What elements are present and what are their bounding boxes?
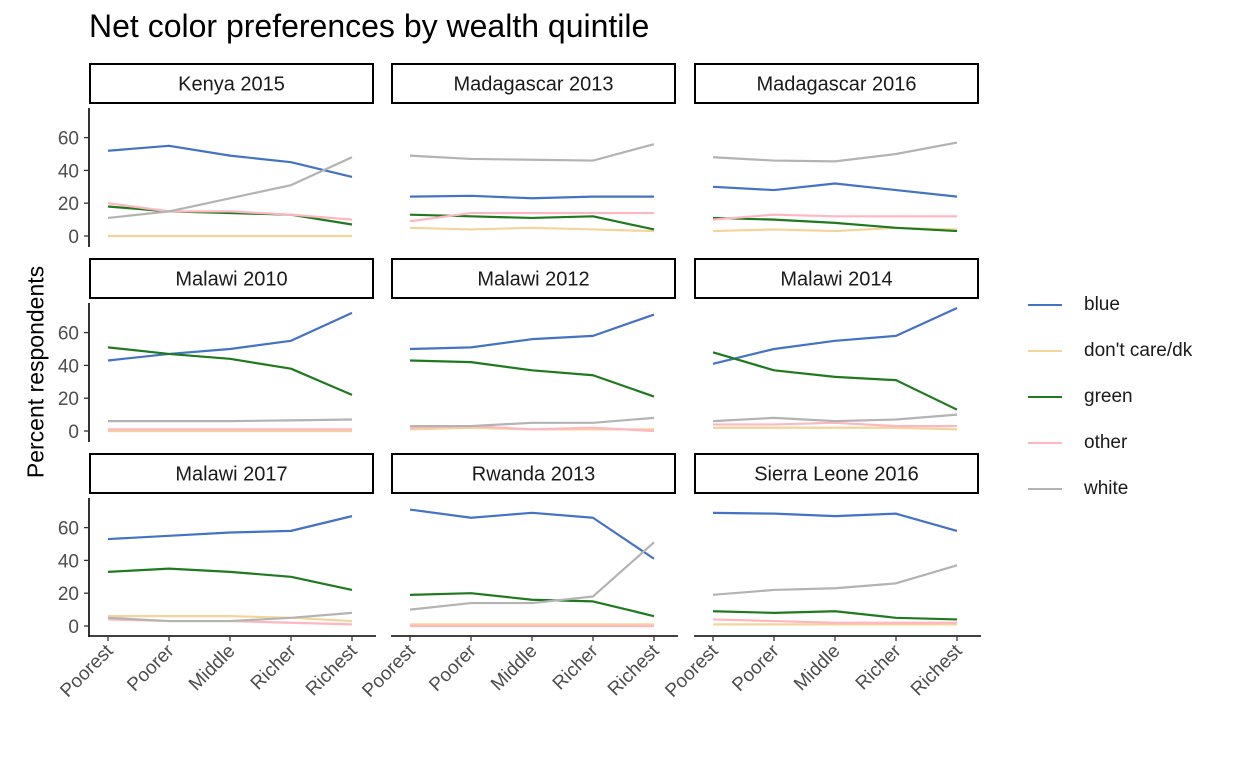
- facet-strip: [694, 453, 979, 494]
- series-line: [410, 416, 655, 428]
- series-line: [712, 141, 958, 163]
- series-line: [107, 567, 353, 591]
- series-line: [712, 182, 958, 198]
- y-tick-label: 20: [58, 584, 79, 605]
- facet-strip: [694, 258, 979, 299]
- x-tick-label: Richest: [302, 640, 362, 700]
- series-line: [712, 351, 958, 411]
- series-line: [108, 418, 353, 423]
- legend-key: [1028, 396, 1062, 398]
- series-line: [107, 515, 353, 541]
- facet-strip-label: Rwanda 2013: [472, 464, 595, 486]
- facet-strip-label: Kenya 2015: [178, 74, 285, 96]
- series-line: [107, 202, 353, 221]
- series-line: [712, 216, 958, 233]
- facet-strip: [694, 63, 979, 104]
- legend-key: [1028, 350, 1062, 352]
- series-line: [108, 615, 353, 623]
- legend-item: green: [1028, 374, 1192, 420]
- x-tick-label: Poorer: [123, 640, 179, 696]
- series-line: [409, 211, 654, 223]
- series-line: [713, 421, 957, 428]
- y-tick-label: 60: [58, 324, 79, 345]
- facet-strip-label: Madagascar 2016: [756, 74, 916, 96]
- facet-strip: [89, 63, 374, 104]
- y-tick-label: 40: [58, 551, 79, 572]
- chart-title: Net color preferences by wealth quintile: [89, 8, 650, 44]
- series-line: [712, 306, 958, 365]
- x-tick-label: Richer: [852, 640, 906, 694]
- legend-item: don't care/dk: [1028, 328, 1192, 374]
- x-tick-label: Poorest: [56, 640, 118, 702]
- y-tick-label: 60: [58, 129, 79, 150]
- y-tick-label: 20: [58, 194, 79, 215]
- series-line: [107, 311, 353, 362]
- series-line: [713, 426, 958, 431]
- facet-strip: [89, 258, 374, 299]
- facet-strip-label: Sierra Leone 2016: [754, 464, 919, 486]
- y-tick-label: 0: [68, 617, 79, 638]
- legend-item: other: [1028, 420, 1192, 466]
- facet-strip: [391, 258, 676, 299]
- legend: blue don't care/dk green other white: [1028, 282, 1192, 512]
- series-line: [107, 346, 353, 396]
- facet-strip-label: Malawi 2017: [175, 464, 287, 486]
- x-tick-label: Middle: [790, 641, 844, 695]
- facet-strip-label: Malawi 2012: [477, 269, 589, 291]
- y-tick-label: 60: [58, 519, 79, 540]
- series-line: [712, 413, 958, 423]
- series-line: [409, 541, 655, 611]
- series-line: [409, 143, 655, 162]
- x-tick-label: Poorest: [358, 640, 420, 702]
- x-tick-label: Richer: [549, 640, 603, 694]
- legend-key: [1028, 304, 1062, 306]
- legend-label: blue: [1084, 294, 1120, 315]
- facet-strip: [391, 453, 676, 494]
- series-line: [712, 564, 958, 596]
- legend-label: don't care/dk: [1084, 340, 1193, 361]
- y-tick-label: 0: [68, 227, 79, 248]
- legend-item: blue: [1028, 282, 1192, 328]
- x-tick-label: Richer: [247, 640, 301, 694]
- y-tick-label: 20: [58, 389, 79, 410]
- series-line: [409, 226, 655, 233]
- y-tick-label: 40: [58, 161, 79, 182]
- legend-label: other: [1084, 432, 1128, 453]
- series-line: [107, 611, 353, 623]
- series-line: [712, 213, 957, 221]
- y-tick-label: 40: [58, 356, 79, 377]
- facet-strip-label: Malawi 2010: [175, 269, 287, 291]
- series-line: [107, 156, 353, 220]
- series-line: [712, 618, 957, 624]
- series-line: [409, 313, 655, 351]
- series-line: [712, 610, 958, 621]
- x-tick-label: Richest: [604, 640, 664, 700]
- legend-label: green: [1084, 386, 1133, 407]
- legend-item: white: [1028, 466, 1192, 512]
- series-line: [107, 144, 353, 179]
- y-tick-label: 0: [68, 422, 79, 443]
- x-tick-label: Middle: [487, 641, 541, 695]
- series-line: [409, 359, 655, 398]
- legend-key: [1028, 442, 1062, 444]
- facet-strip: [89, 453, 374, 494]
- legend-label: white: [1084, 478, 1129, 499]
- x-tick-label: Middle: [185, 641, 239, 695]
- x-tick-label: Richest: [907, 640, 967, 700]
- facet-strip: [391, 63, 676, 104]
- series-line: [409, 194, 654, 200]
- facet-strip-label: Madagascar 2013: [453, 74, 613, 96]
- x-tick-label: Poorer: [728, 640, 784, 696]
- series-line: [409, 508, 655, 560]
- legend-key: [1028, 488, 1062, 490]
- series-line: [712, 511, 958, 532]
- series-line: [409, 592, 655, 618]
- x-tick-label: Poorest: [661, 640, 723, 702]
- facet-strip-label: Malawi 2014: [780, 269, 892, 291]
- x-tick-label: Poorer: [425, 640, 481, 696]
